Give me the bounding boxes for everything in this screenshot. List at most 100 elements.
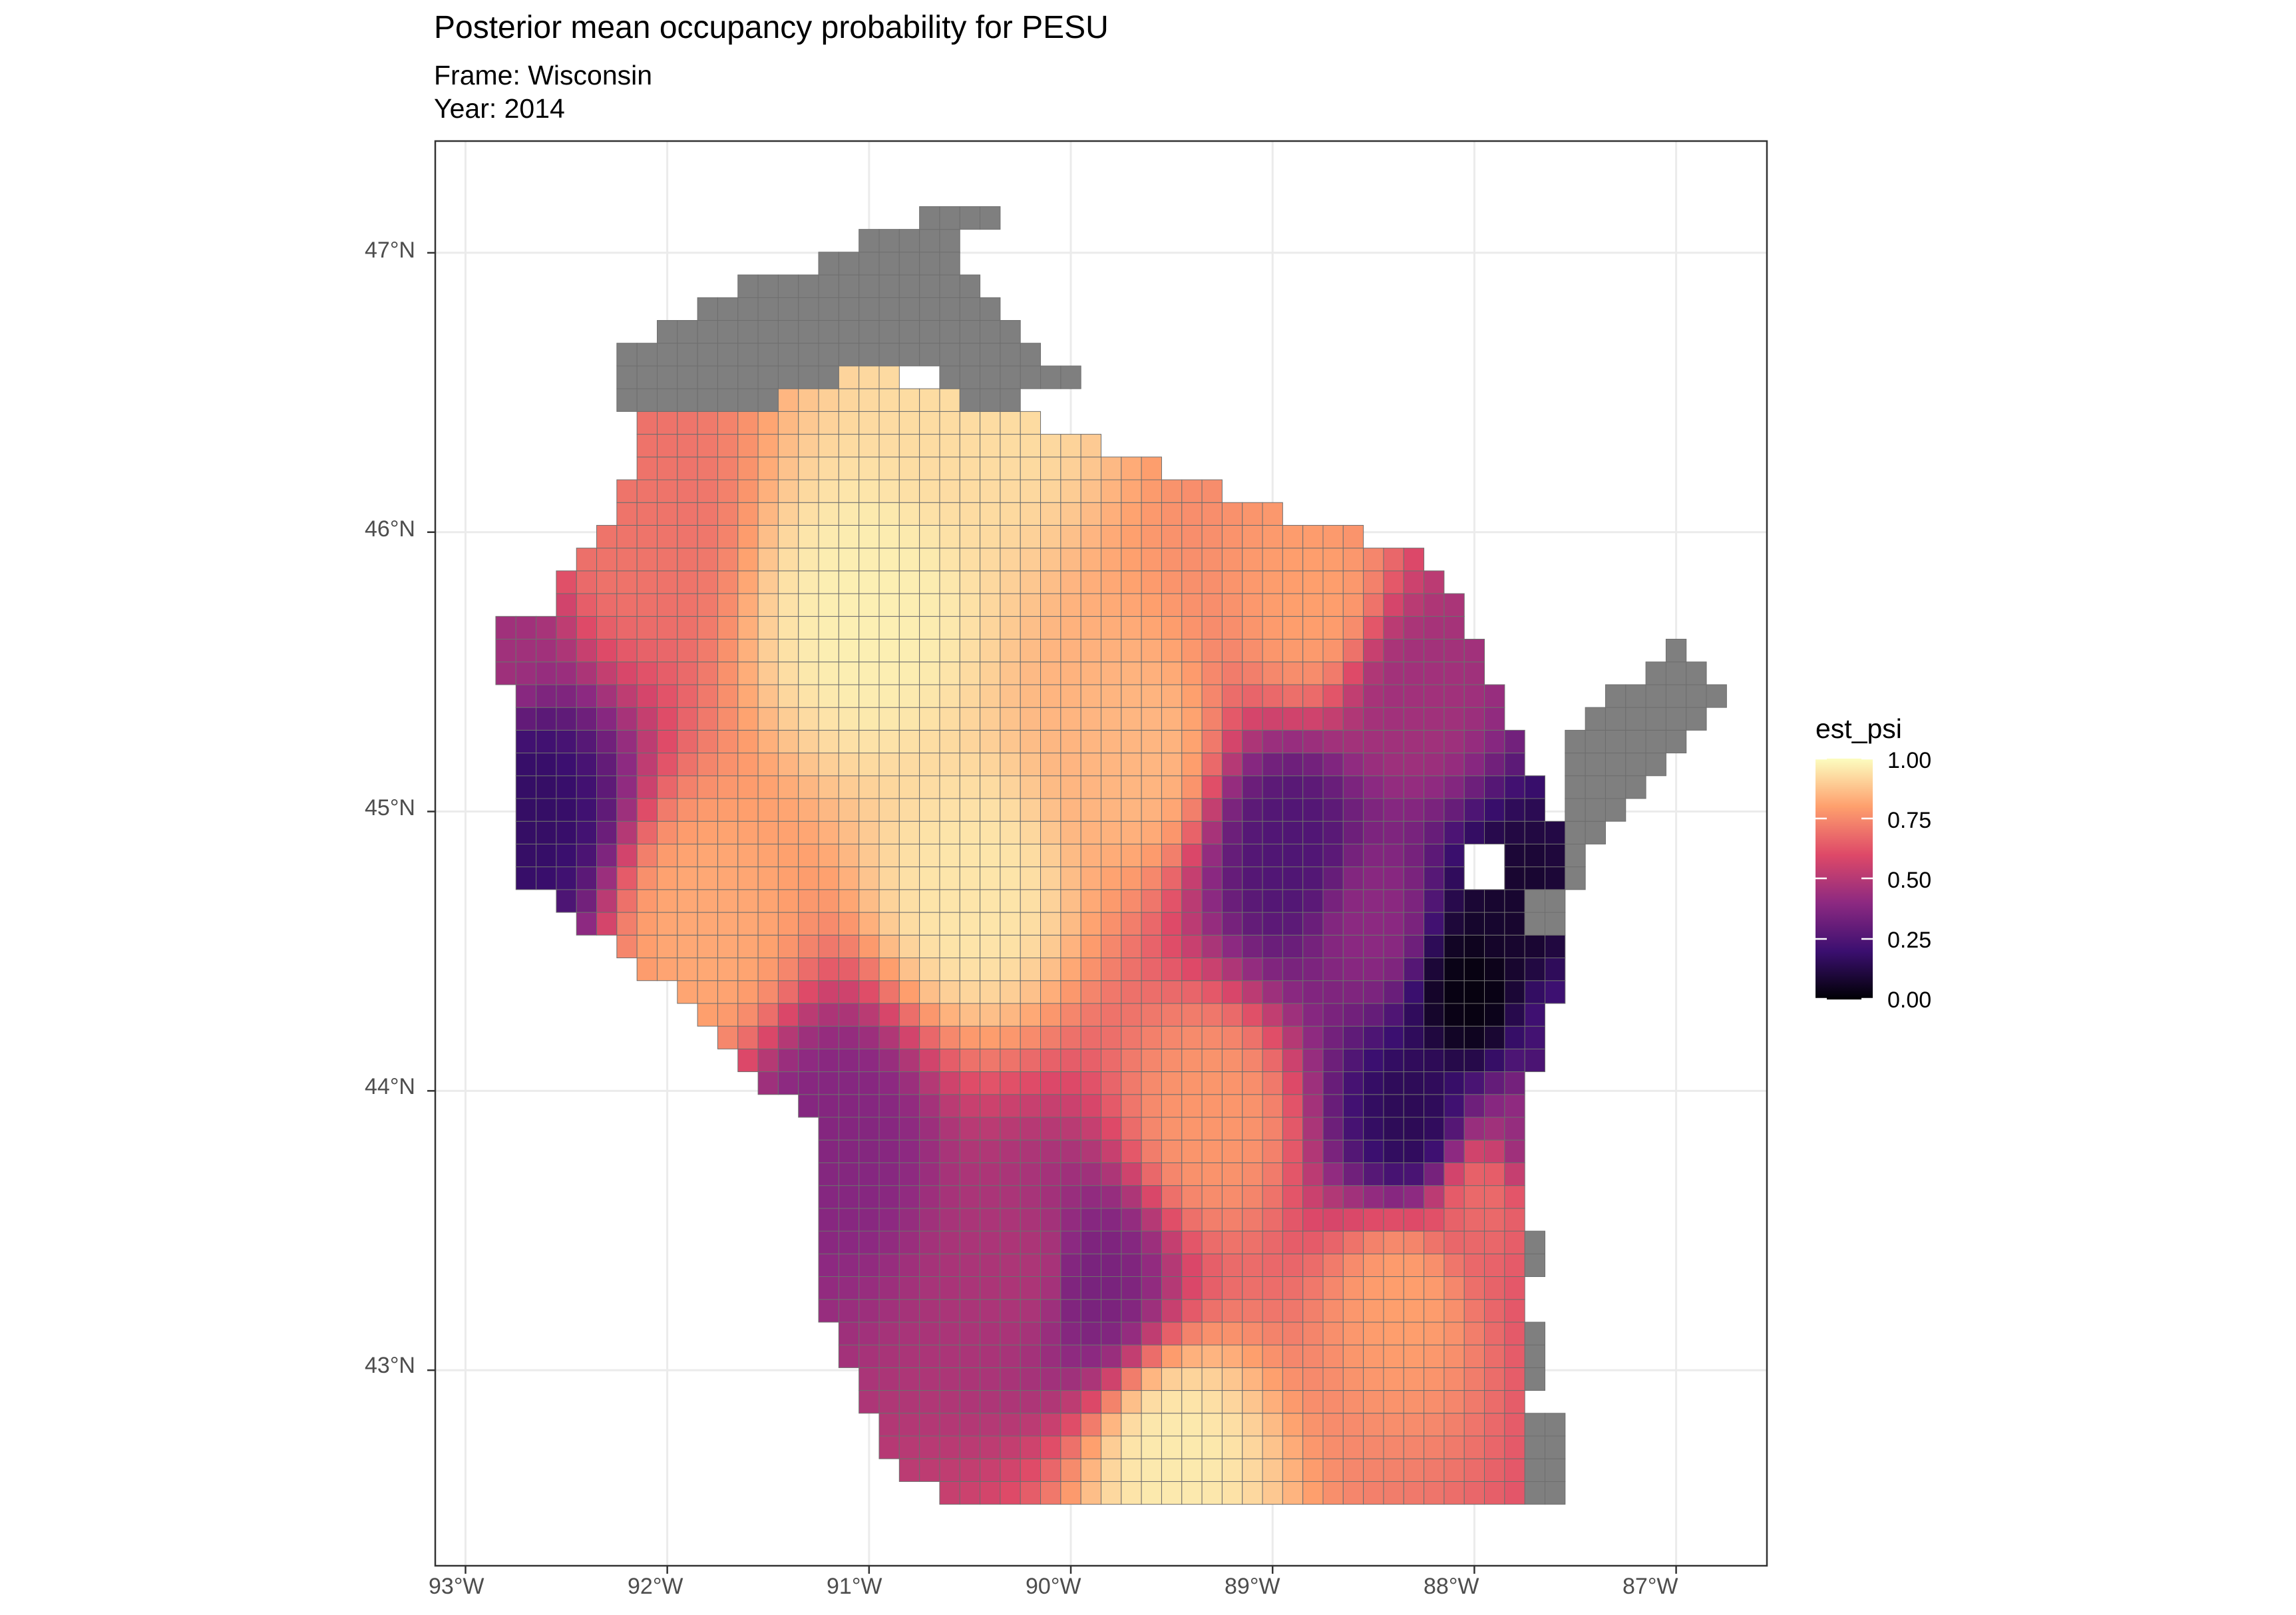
grid-cell <box>1403 1322 1425 1346</box>
grid-cell <box>1363 1139 1384 1163</box>
grid-cell <box>919 1344 940 1368</box>
grid-cell <box>959 616 981 640</box>
grid-cell <box>1080 889 1101 913</box>
grid-cell <box>1221 1276 1243 1300</box>
grid-cell <box>1020 934 1042 959</box>
grid-cell <box>1363 1025 1384 1049</box>
grid-cell <box>1121 889 1142 913</box>
grid-cell <box>798 548 819 572</box>
grid-cell <box>1121 1458 1142 1482</box>
grid-cell <box>898 1458 920 1482</box>
grid-cell <box>1020 570 1042 594</box>
grid-cell <box>1443 798 1465 822</box>
grid-cell <box>1443 866 1465 890</box>
grid-cell-missing <box>818 252 839 275</box>
grid-cell <box>1322 980 1344 1004</box>
grid-cell <box>798 388 819 412</box>
grid-cell <box>878 684 900 708</box>
grid-cell <box>757 1071 779 1095</box>
grid-cell <box>1322 1481 1344 1505</box>
grid-cell <box>1363 1094 1384 1118</box>
grid-cell <box>878 524 900 549</box>
grid-cell <box>859 1003 880 1027</box>
grid-cell <box>1080 775 1101 799</box>
grid-cell <box>1080 729 1101 754</box>
grid-cell <box>1302 775 1324 799</box>
grid-cell <box>1424 1390 1445 1414</box>
grid-cell <box>878 1025 900 1049</box>
grid-cell <box>1080 456 1101 480</box>
grid-cell <box>798 934 819 959</box>
grid-cell <box>1181 820 1203 844</box>
grid-cell <box>536 729 557 754</box>
grid-cell-missing <box>959 365 981 389</box>
grid-cell <box>1403 1139 1425 1163</box>
grid-cell <box>757 502 779 526</box>
grid-cell <box>1040 729 1061 754</box>
grid-cell <box>878 1413 900 1437</box>
grid-cell <box>1302 1139 1324 1163</box>
grid-cell-missing <box>737 343 759 367</box>
grid-cell <box>818 1299 839 1323</box>
grid-cell <box>1141 548 1162 572</box>
grid-cell <box>1363 1367 1384 1391</box>
grid-cell <box>576 843 598 868</box>
grid-cell <box>1000 775 1021 799</box>
grid-cell <box>959 1413 981 1437</box>
grid-cell <box>1282 1139 1304 1163</box>
grid-cell <box>898 593 920 617</box>
grid-cell <box>1262 1185 1283 1209</box>
grid-cell <box>1242 980 1263 1004</box>
grid-cell <box>1463 1367 1485 1391</box>
grid-cell <box>1101 1481 1122 1505</box>
grid-cell <box>616 707 638 731</box>
grid-cell-missing <box>737 320 759 344</box>
grid-cell <box>1463 1458 1485 1482</box>
grid-cell <box>1141 866 1162 890</box>
grid-cell <box>859 456 880 480</box>
grid-cell <box>1121 1276 1142 1300</box>
grid-cell <box>1101 1390 1122 1414</box>
grid-cell <box>1424 980 1445 1004</box>
grid-cell <box>677 729 698 754</box>
grid-cell <box>1504 1071 1525 1095</box>
grid-cell-missing <box>898 320 920 344</box>
grid-cell <box>1101 1117 1122 1141</box>
grid-cell <box>1040 1003 1061 1027</box>
grid-cell-missing <box>697 343 718 367</box>
grid-cell <box>959 684 981 708</box>
grid-cell <box>1302 1003 1324 1027</box>
grid-cell <box>1000 1299 1021 1323</box>
grid-cell <box>980 1003 1001 1027</box>
grid-cell-missing <box>1040 365 1061 389</box>
grid-cell <box>717 479 739 503</box>
grid-cell <box>1342 1139 1364 1163</box>
grid-cell <box>1141 820 1162 844</box>
grid-cell <box>1201 570 1223 594</box>
grid-cell <box>1040 1253 1061 1278</box>
grid-cell <box>1221 639 1243 663</box>
grid-cell <box>1302 1048 1324 1073</box>
grid-cell-missing <box>919 229 940 253</box>
grid-cell <box>898 1025 920 1049</box>
grid-cell <box>1403 1367 1425 1391</box>
grid-cell <box>636 434 658 458</box>
grid-cell <box>1242 729 1263 754</box>
grid-cell <box>1000 843 1021 868</box>
grid-cell <box>1040 502 1061 526</box>
grid-cell <box>980 456 1001 480</box>
grid-cell <box>777 1003 799 1027</box>
grid-cell <box>1302 1276 1324 1300</box>
grid-cell <box>1161 1253 1183 1278</box>
grid-cell <box>636 616 658 640</box>
grid-cell <box>1080 866 1101 890</box>
grid-cell <box>1424 912 1445 936</box>
grid-cell <box>1040 866 1061 890</box>
grid-cell <box>980 1048 1001 1073</box>
grid-cell <box>1201 1185 1223 1209</box>
grid-cell <box>1282 889 1304 913</box>
grid-cell-missing <box>859 229 880 253</box>
grid-cell <box>1101 1299 1122 1323</box>
grid-cell <box>1322 1094 1344 1118</box>
grid-cell <box>515 866 537 890</box>
